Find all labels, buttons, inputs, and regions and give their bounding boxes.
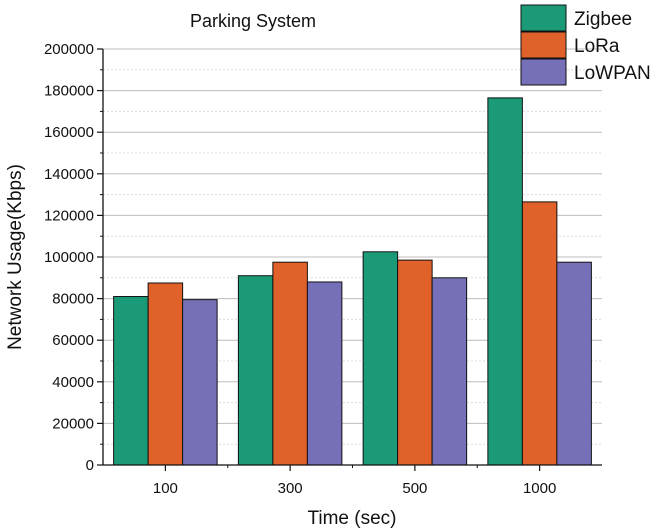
y-tick-label: 140000 [44, 166, 94, 183]
y-tick-label: 100000 [44, 249, 94, 266]
y-tick-label: 0 [86, 457, 94, 474]
bar-zigbee-300 [237, 275, 274, 466]
legend-swatch-lowpan [520, 58, 567, 86]
x-tick-label: 500 [402, 480, 427, 497]
x-tick-label: 300 [278, 480, 303, 497]
x-tick-labels: 100 300 500 1000 [153, 480, 556, 497]
bar-lowpan-300 [306, 281, 343, 466]
bar-lora-500 [397, 259, 433, 466]
x-tick-label: 1000 [523, 480, 556, 497]
y-tick-label: 60000 [52, 332, 94, 349]
x-tick-label: 100 [153, 480, 178, 497]
bar-zigbee-1000 [487, 97, 523, 466]
bar-zigbee-100 [113, 296, 149, 466]
y-axis-title: Network Usage(Kbps) [5, 164, 26, 350]
x-axis-title: Time (sec) [307, 508, 396, 529]
legend: Zigbee LoRa LoWPAN [520, 4, 651, 86]
bar-lora-100 [147, 282, 184, 466]
y-tick-label: 20000 [52, 415, 94, 432]
y-tick-label: 180000 [44, 83, 94, 100]
y-tick-label: 80000 [52, 291, 94, 308]
y-tick-labels: 0 20000 40000 60000 80000 100000 120000 140000 1… [44, 41, 94, 474]
bar-zigbee-500 [362, 251, 399, 466]
axes [97, 48, 602, 471]
legend-swatch-zigbee [520, 4, 567, 32]
bar-lora-1000 [521, 201, 558, 466]
y-tick-label: 200000 [44, 41, 94, 58]
y-tick-label: 160000 [44, 124, 94, 141]
legend-label-lora: LoRa [574, 36, 620, 57]
bar-lowpan-100 [182, 299, 218, 466]
legend-label-lowpan: LoWPAN [574, 63, 651, 84]
chart-title: Parking System [190, 11, 316, 31]
y-tick-label: 40000 [52, 374, 94, 391]
bar-lora-300 [272, 261, 308, 466]
y-tick-label: 120000 [44, 207, 94, 224]
bars [113, 97, 592, 466]
legend-label-zigbee: Zigbee [574, 9, 632, 30]
bar-lowpan-500 [431, 277, 468, 466]
bar-lowpan-1000 [556, 261, 592, 466]
legend-swatch-lora [520, 31, 567, 59]
